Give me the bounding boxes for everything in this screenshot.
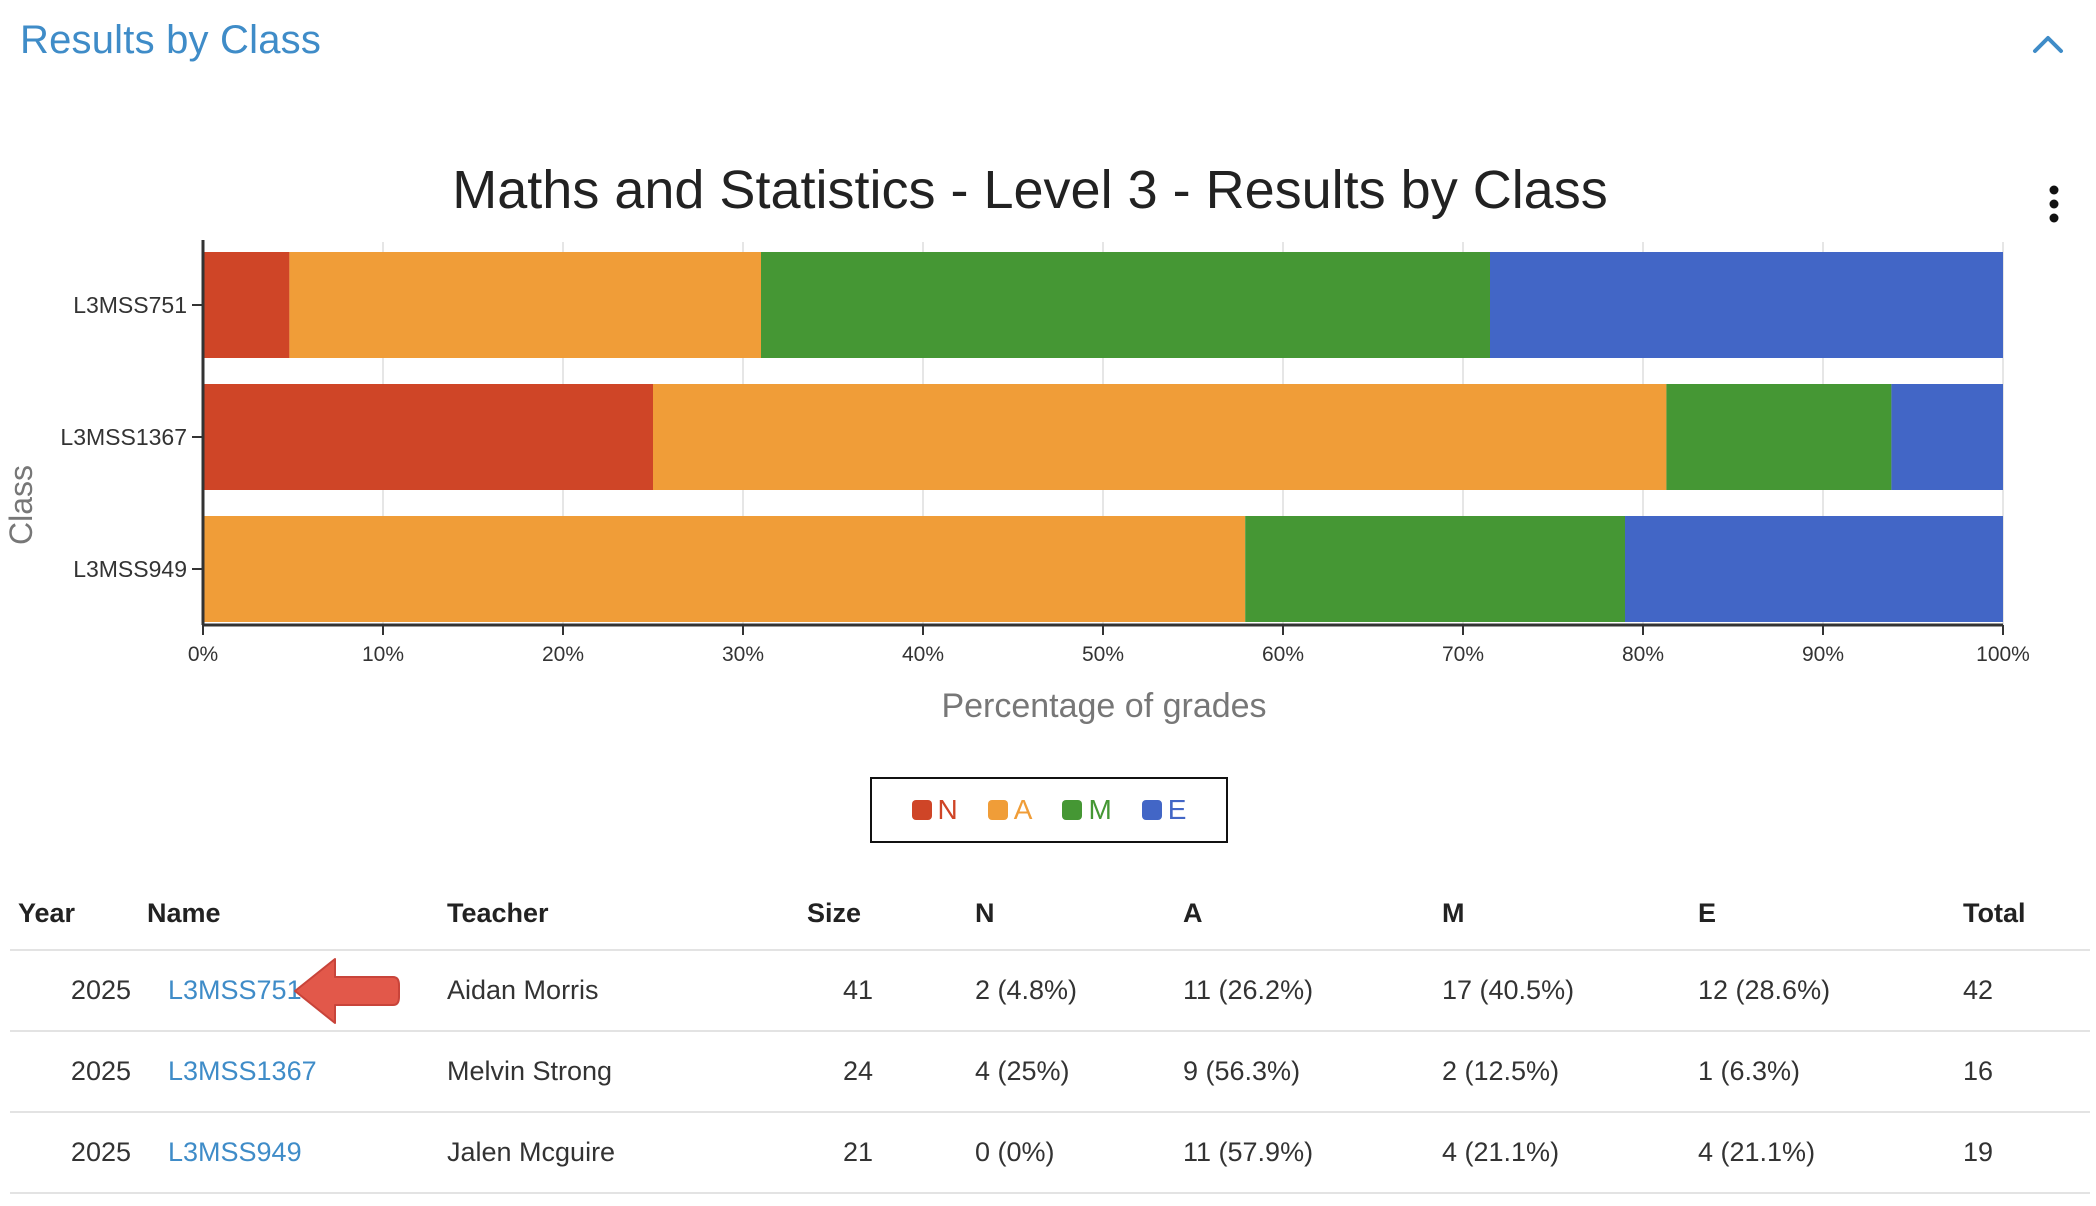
cell-a: 11 (26.2%)	[1183, 950, 1440, 1032]
x-axis-label: Percentage of grades	[941, 687, 1266, 725]
collapse-button[interactable]	[2022, 22, 2074, 66]
cell-teacher: Aidan Morris	[443, 950, 803, 1032]
x-tick-label: 60%	[1262, 643, 1304, 666]
chart-title: Maths and Statistics - Level 3 - Results…	[452, 160, 1607, 220]
cell-spacer	[873, 950, 973, 1032]
y-tick-label: L3MSS949	[73, 556, 187, 582]
cell-year: 2025	[10, 950, 141, 1032]
x-tick-label: 80%	[1622, 643, 1664, 666]
table-row: 2025 L3MSS1367 Melvin Strong 24 4 (25%) …	[10, 1031, 2090, 1113]
cell-total: 42	[1961, 950, 2090, 1032]
header-n-label[interactable]: N	[973, 878, 1183, 951]
cell-n: 2 (4.8%)	[973, 950, 1183, 1032]
bar-segment-a[interactable]	[289, 252, 761, 358]
x-tick-label: 0%	[188, 643, 218, 666]
bar-segment-a[interactable]	[653, 384, 1667, 490]
cell-year: 2025	[10, 1112, 141, 1194]
bar-segment-e[interactable]	[1891, 384, 2003, 490]
cell-n: 0 (0%)	[973, 1112, 1183, 1194]
header-a[interactable]: A	[1183, 878, 1440, 951]
bar-segment-m[interactable]	[1666, 384, 1892, 490]
x-tick-label: 50%	[1082, 643, 1124, 666]
x-tick-label: 20%	[542, 643, 584, 666]
x-tick-label: 90%	[1802, 643, 1844, 666]
chart-legend: N A M E	[870, 777, 1228, 843]
legend-label-a: A	[1013, 794, 1033, 825]
header-e[interactable]: E	[1698, 878, 1961, 951]
red-arrow-annotation	[294, 958, 400, 1024]
cell-teacher: Jalen Mcguire	[443, 1112, 803, 1194]
kebab-menu-icon	[2049, 185, 2059, 223]
table-header-row: Year Name Teacher Size N A M E Total	[10, 878, 2090, 951]
bar-segment-m[interactable]	[761, 252, 1490, 358]
header-name[interactable]: Name	[141, 878, 443, 951]
cell-size: 41	[803, 950, 873, 1032]
legend-swatch-e	[1141, 800, 1162, 820]
y-tick-label: L3MSS751	[73, 292, 187, 318]
x-tick-label: 100%	[1976, 643, 2030, 666]
legend-item-e[interactable]: E	[1141, 794, 1187, 826]
cell-spacer	[873, 1031, 973, 1113]
cell-a: 9 (56.3%)	[1183, 1031, 1440, 1113]
cell-m: 4 (21.1%)	[1440, 1112, 1698, 1194]
bar-segment-a[interactable]	[203, 516, 1246, 622]
cell-n: 4 (25%)	[973, 1031, 1183, 1113]
table-row: 2025 L3MSS751 Aidan Morris 41 2 (4.8%) 1…	[10, 950, 2090, 1032]
header-year[interactable]: Year	[10, 878, 141, 951]
cell-e: 1 (6.3%)	[1698, 1031, 1961, 1113]
chevron-up-icon	[2033, 36, 2063, 53]
bar-segment-m[interactable]	[1245, 516, 1625, 622]
header-total[interactable]: Total	[1961, 878, 2090, 951]
cell-e: 12 (28.6%)	[1698, 950, 1961, 1032]
y-axis-label: Class	[3, 465, 39, 545]
section-title: Results by Class	[20, 18, 322, 62]
cell-m: 17 (40.5%)	[1440, 950, 1698, 1032]
cell-teacher: Melvin Strong	[443, 1031, 803, 1113]
bar-segment-e[interactable]	[1625, 516, 2003, 622]
x-tick-label: 40%	[902, 643, 944, 666]
cell-total: 19	[1961, 1112, 2090, 1194]
cell-total: 16	[1961, 1031, 2090, 1113]
x-tick-label: 30%	[722, 643, 764, 666]
chart-menu-button[interactable]	[2032, 178, 2076, 230]
header-size[interactable]: Size	[803, 878, 873, 951]
header-m[interactable]: M	[1440, 878, 1698, 951]
x-tick-label: 70%	[1442, 643, 1484, 666]
bar-segment-e[interactable]	[1490, 252, 2003, 358]
cell-a: 11 (57.9%)	[1183, 1112, 1440, 1194]
bar-segment-n[interactable]	[203, 384, 653, 490]
cell-spacer	[873, 1112, 973, 1194]
legend-label-n: N	[937, 794, 958, 825]
legend-swatch-m	[1062, 800, 1083, 820]
legend-swatch-n	[911, 800, 932, 820]
legend-label-e: E	[1167, 794, 1187, 825]
header-teacher[interactable]: Teacher	[443, 878, 803, 951]
cell-name: L3MSS949	[141, 1112, 443, 1194]
results-table: Year Name Teacher Size N A M E Total 202…	[10, 878, 2090, 1194]
header-n	[873, 878, 973, 951]
legend-item-m[interactable]: M	[1062, 794, 1112, 826]
class-link[interactable]: L3MSS1367	[168, 1056, 317, 1086]
cell-m: 2 (12.5%)	[1440, 1031, 1698, 1113]
cell-name: L3MSS1367	[141, 1031, 443, 1113]
cell-e: 4 (21.1%)	[1698, 1112, 1961, 1194]
legend-item-a[interactable]: A	[987, 794, 1033, 826]
bar-segment-n[interactable]	[203, 252, 290, 358]
results-chart: Maths and Statistics - Level 3 - Results…	[3, 160, 2030, 725]
legend-label-m: M	[1088, 794, 1112, 825]
y-tick-label: L3MSS1367	[60, 424, 187, 450]
class-link[interactable]: L3MSS949	[168, 1137, 302, 1167]
cell-year: 2025	[10, 1031, 141, 1113]
legend-item-n[interactable]: N	[911, 794, 958, 826]
legend-swatch-a	[987, 800, 1008, 820]
cell-size: 21	[803, 1112, 873, 1194]
cell-name: L3MSS751	[141, 950, 443, 1032]
class-link[interactable]: L3MSS751	[168, 975, 302, 1005]
x-tick-label: 10%	[362, 643, 404, 666]
cell-size: 24	[803, 1031, 873, 1113]
table-row: 2025 L3MSS949 Jalen Mcguire 21 0 (0%) 11…	[10, 1112, 2090, 1194]
